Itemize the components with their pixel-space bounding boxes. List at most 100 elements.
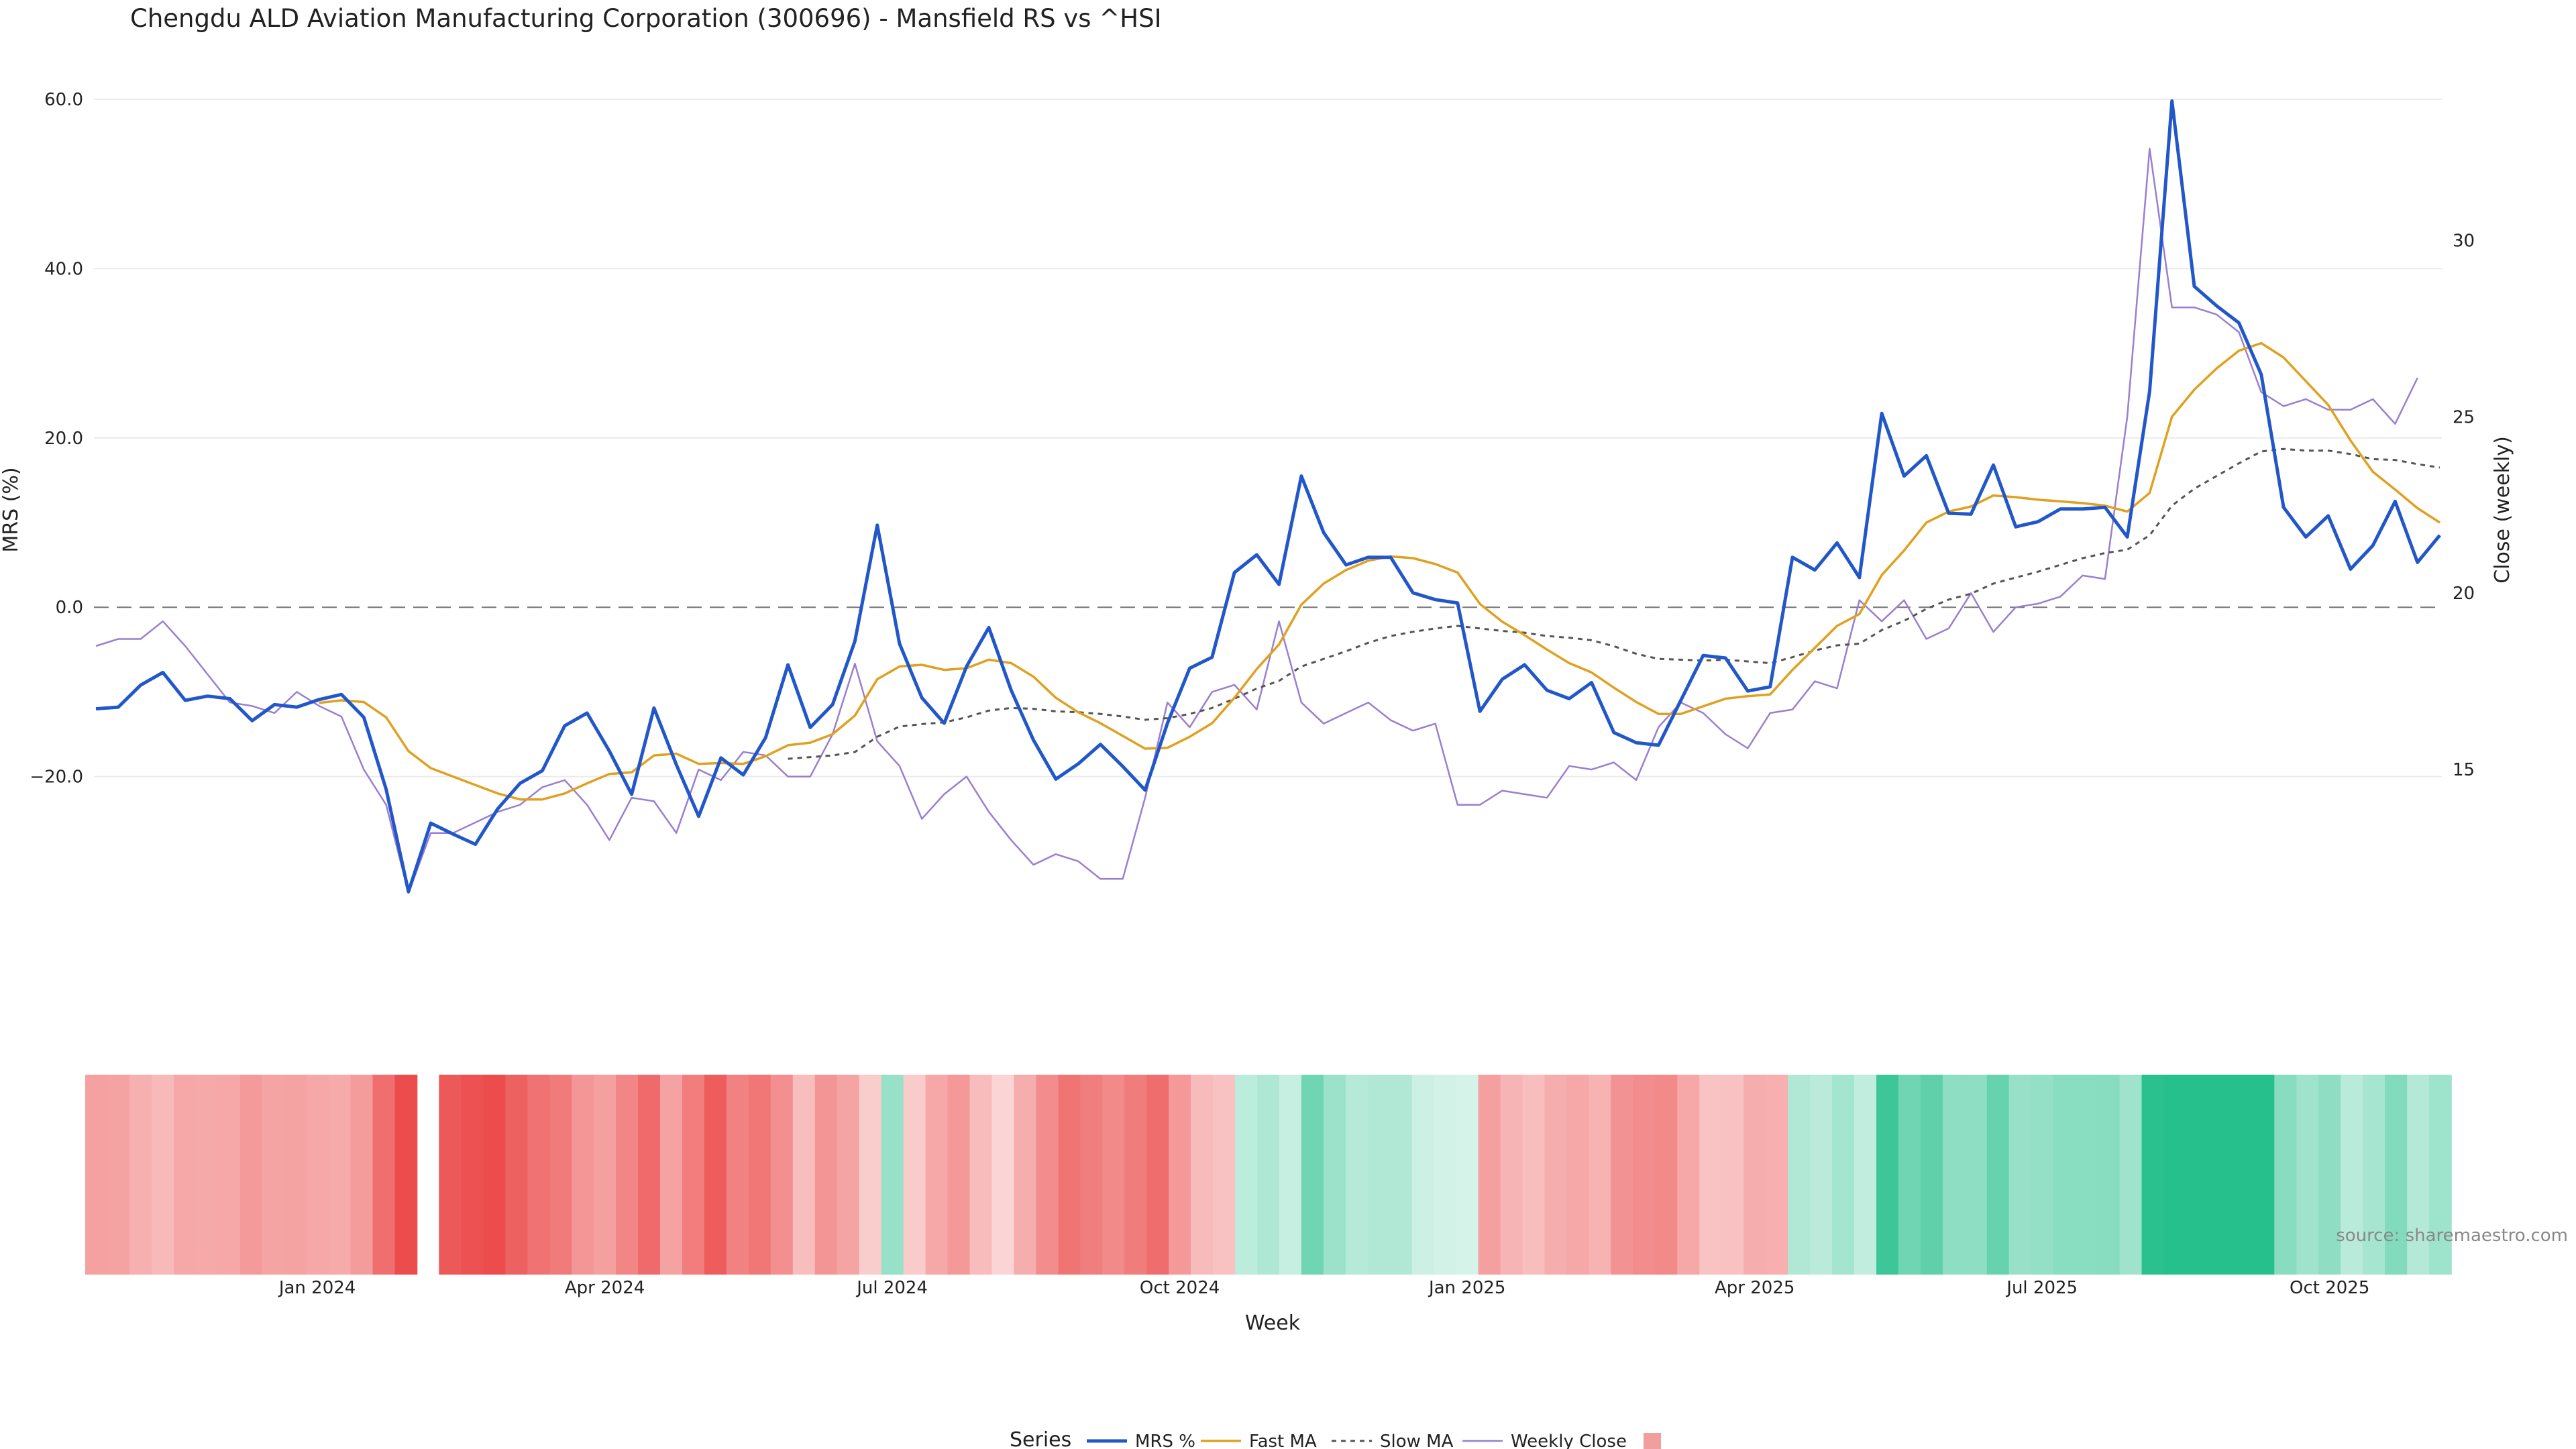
- heat-strip-cell: [969, 1075, 993, 1275]
- left-tick-label: 40.0: [44, 259, 83, 279]
- series-line-fast-ma: [319, 341, 2440, 801]
- x-axis-ticks: Jan 2024 Apr 2024 Jul 2024 Oct 2024 Jan 2025…: [278, 1278, 2370, 1298]
- right-axis-title: Close (weekly): [2491, 436, 2514, 584]
- heat-strip-cell: [947, 1075, 971, 1275]
- heat-strip-cell: [837, 1075, 860, 1275]
- heat-strip-cell: [350, 1075, 374, 1275]
- x-tick-label: Oct 2024: [1140, 1278, 1220, 1298]
- heat-strip-cell: [572, 1075, 594, 1275]
- heat-strip-cell: [2163, 1075, 2187, 1275]
- x-axis-title: Week: [1245, 1311, 1301, 1335]
- heat-strip-cell: [616, 1075, 639, 1275]
- heat-strip-cell: [1964, 1075, 1988, 1275]
- heat-strip-cell: [1942, 1075, 1966, 1275]
- heat-strip-cell: [770, 1075, 794, 1275]
- heat-strip-cell: [2097, 1075, 2121, 1275]
- heat-strip-cell: [2008, 1075, 2032, 1275]
- heat-strip-cell: [1102, 1075, 1126, 1275]
- legend: Series MRS % Fast MA Slow MA Weekly Close: [1010, 1428, 1661, 1449]
- heat-strip-cell: [2407, 1075, 2430, 1275]
- heat-strip-cell: [660, 1075, 683, 1275]
- right-axis-ticks: 30 25 20 15: [2453, 231, 2475, 780]
- right-tick-label: 25: [2453, 407, 2475, 427]
- heat-strip-cell: [173, 1075, 197, 1275]
- left-axis-ticks: 60.0 40.0 20.0 0.0 −20.0: [30, 90, 83, 788]
- heat-strip-cell: [1611, 1075, 1634, 1275]
- heat-strip-cell: [792, 1075, 816, 1275]
- heat-strip-cell: [217, 1075, 241, 1275]
- grid-layer: [94, 99, 2442, 777]
- left-tick-label: −20.0: [30, 767, 83, 788]
- left-axis-title: MRS (%): [0, 467, 23, 552]
- heat-strip-cell: [2296, 1075, 2320, 1275]
- heat-strip-cell: [2186, 1075, 2209, 1275]
- heat-strip-cell: [1014, 1075, 1037, 1275]
- left-tick-label: 0.0: [56, 598, 83, 618]
- x-tick-label: Jan 2024: [278, 1278, 356, 1298]
- heat-strip-cell: [1500, 1075, 1523, 1275]
- heat-strip-cell: [129, 1075, 152, 1275]
- legend-title: Series: [1010, 1428, 1071, 1449]
- heat-strip-cell: [1411, 1075, 1435, 1275]
- heat-strip-cell: [2385, 1075, 2408, 1275]
- x-tick-label: Jul 2025: [2005, 1278, 2078, 1298]
- heat-strip-cell: [1522, 1075, 1546, 1275]
- heat-strip-cell: [1832, 1075, 1855, 1275]
- heat-strip-cell: [1788, 1075, 1811, 1275]
- heat-strip-cell: [1389, 1075, 1413, 1275]
- heat-strip-cell: [328, 1075, 352, 1275]
- heat-strip-cell: [1169, 1075, 1191, 1275]
- heat-strip-cell: [1721, 1075, 1744, 1275]
- heat-strip-cell: [1036, 1075, 1059, 1275]
- heat-strip: [85, 1075, 2452, 1275]
- heat-strip-cell: [1743, 1075, 1766, 1275]
- heat-strip-cell: [2230, 1075, 2253, 1275]
- heat-strip-cell: [2031, 1075, 2054, 1275]
- heat-strip-cell: [1677, 1075, 1701, 1275]
- heat-strip-cell: [1544, 1075, 1568, 1275]
- series-line-weekly-close: [95, 148, 2418, 894]
- heat-strip-cell: [1345, 1075, 1368, 1275]
- heat-strip-cell: [151, 1075, 174, 1275]
- heat-strip-cell: [306, 1075, 329, 1275]
- heat-strip-cell: [2119, 1075, 2143, 1275]
- heat-strip-cell: [1898, 1075, 1921, 1275]
- right-tick-label: 15: [2453, 760, 2475, 780]
- heat-strip-cell: [1478, 1075, 1501, 1275]
- heat-strip-cell: [2252, 1075, 2275, 1275]
- heat-strip-cell: [594, 1075, 616, 1275]
- heat-strip-cell: [726, 1075, 749, 1275]
- heat-strip-cell: [85, 1075, 108, 1275]
- heat-strip-cell: [1633, 1075, 1656, 1275]
- heat-strip-cell: [1058, 1075, 1081, 1275]
- right-tick-label: 30: [2453, 231, 2475, 251]
- x-tick-label: Apr 2025: [1715, 1278, 1794, 1298]
- heat-strip-cell: [394, 1075, 418, 1275]
- heat-strip-cell: [1655, 1075, 1678, 1275]
- heat-strip-cell: [1080, 1075, 1104, 1275]
- source-label: source: sharemaestro.com: [2336, 1226, 2568, 1246]
- heat-strip-cell: [991, 1075, 1015, 1275]
- heat-strip-cell: [2318, 1075, 2341, 1275]
- heat-strip-cell: [859, 1075, 882, 1275]
- heat-strip-cell: [748, 1075, 771, 1275]
- heat-strip-cell: [1589, 1075, 1612, 1275]
- heat-strip-cell: [1986, 1075, 2010, 1275]
- heat-strip-cell: [1566, 1075, 1590, 1275]
- heat-strip-cell: [682, 1075, 705, 1275]
- x-tick-label: Jan 2025: [1428, 1278, 1506, 1298]
- heat-strip-cell: [549, 1075, 572, 1275]
- heat-strip-cell: [638, 1075, 661, 1275]
- heat-strip-cell: [262, 1075, 285, 1275]
- heat-strip-cell: [1257, 1075, 1280, 1275]
- heat-strip-cell: [2208, 1075, 2231, 1275]
- heat-strip-cell: [505, 1075, 529, 1275]
- heat-strip-cell: [1367, 1075, 1391, 1275]
- x-tick-label: Oct 2025: [2290, 1278, 2369, 1298]
- heat-strip-cell: [704, 1075, 727, 1275]
- heat-strip-cell: [1213, 1075, 1236, 1275]
- x-tick-label: Jul 2024: [855, 1278, 928, 1298]
- x-tick-label: Apr 2024: [565, 1278, 645, 1298]
- heat-strip-cell: [1434, 1075, 1457, 1275]
